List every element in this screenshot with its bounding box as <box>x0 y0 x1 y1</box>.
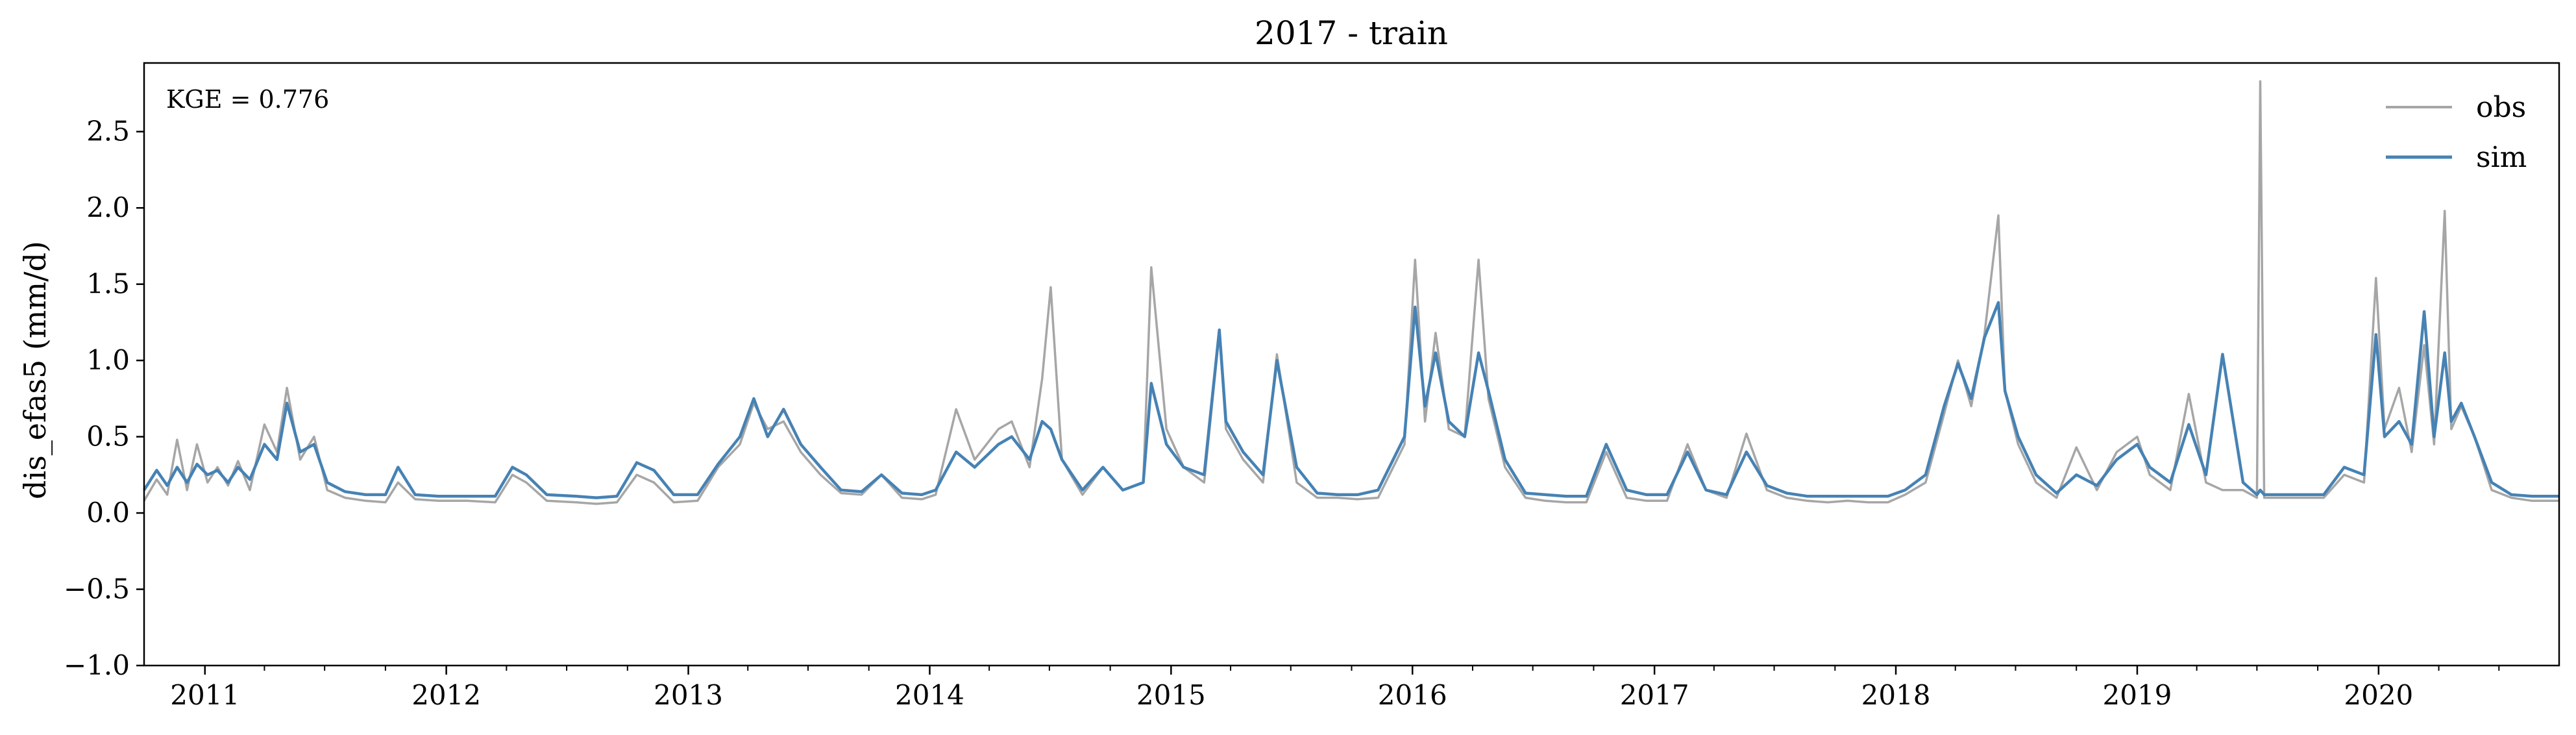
x-tick-label: 2011 <box>170 679 239 711</box>
y-tick-label: 1.0 <box>86 344 130 376</box>
y-axis-label: dis_efas5 (mm/d) <box>18 241 53 499</box>
x-tick-label: 2016 <box>1378 679 1447 711</box>
x-tick-label: 2014 <box>895 679 964 711</box>
series-sim <box>143 301 2559 499</box>
legend-label-obs: obs <box>2476 91 2526 124</box>
x-tick-label: 2017 <box>1620 679 1689 711</box>
x-tick-label: 2018 <box>1861 679 1931 711</box>
y-axis-ticks: −1.0 −0.5 0.0 0.5 1.0 1.5 2.0 2.5 <box>64 116 144 681</box>
y-tick-label: 0.0 <box>86 497 130 529</box>
y-tick-label: −0.5 <box>64 573 130 605</box>
legend: obs sim <box>2386 91 2527 174</box>
chart-title: 2017 - train <box>1255 14 1448 52</box>
y-tick-label: 2.5 <box>86 116 130 147</box>
x-axis-ticks: 2011 2012 2013 2014 2015 2016 2017 2018 2019 2020 <box>170 666 2500 711</box>
series-obs <box>143 80 2559 505</box>
y-tick-label: 1.5 <box>86 268 130 300</box>
kge-annotation: KGE = 0.776 <box>166 85 329 114</box>
x-tick-label: 2015 <box>1136 679 1206 711</box>
line-obs <box>143 80 2559 505</box>
x-tick-label: 2020 <box>2344 679 2413 711</box>
y-tick-label: −1.0 <box>64 649 130 681</box>
x-tick-label: 2013 <box>654 679 723 711</box>
y-tick-label: 2.0 <box>86 192 130 223</box>
line-sim <box>143 301 2559 499</box>
legend-label-sim: sim <box>2476 141 2527 174</box>
plot-area <box>143 80 2559 505</box>
x-tick-label: 2019 <box>2103 679 2172 711</box>
y-tick-label: 0.5 <box>86 421 130 453</box>
x-tick-label: 2012 <box>411 679 481 711</box>
